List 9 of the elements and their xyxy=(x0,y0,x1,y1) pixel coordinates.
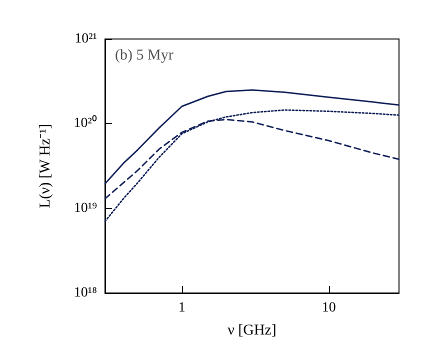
y-tick-label: 10¹⁸ xyxy=(74,286,98,300)
y-tick-label: 10²⁰ xyxy=(74,115,97,132)
annotation: (b) 5 Myr xyxy=(115,48,174,64)
x-tick-label: 1 xyxy=(178,300,186,316)
x-tick-label: 10 xyxy=(322,300,336,316)
y-tick-label: 10²¹ xyxy=(74,32,97,46)
y-tick-label: 10¹⁹ xyxy=(74,200,98,216)
x-axis-title: ν [GHz] xyxy=(228,322,276,338)
y-axis-title: L(ν) [W Hz⁻¹] xyxy=(38,124,54,208)
